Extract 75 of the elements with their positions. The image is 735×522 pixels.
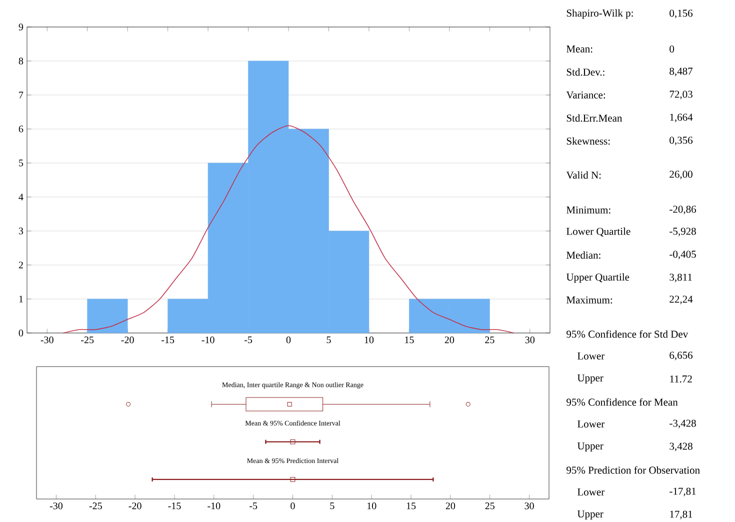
text: 3,811 bbox=[670, 274, 692, 282]
text: 17,81 bbox=[670, 510, 692, 520]
x-tick-label: -5 bbox=[250, 502, 258, 510]
x-tick-label: 5 bbox=[326, 336, 331, 344]
x-tick-label: -20 bbox=[121, 336, 134, 344]
text: Variance: bbox=[566, 91, 606, 99]
text: Std.Dev.: bbox=[566, 68, 604, 76]
text: Skewness: bbox=[566, 137, 610, 145]
text: 0,156 bbox=[670, 10, 693, 18]
x-tick-label: -25 bbox=[89, 502, 102, 510]
y-tick-label: 7 bbox=[19, 92, 24, 98]
x-tick-label: -10 bbox=[202, 336, 214, 344]
line-series bbox=[62, 125, 514, 334]
x-tick-label: 10 bbox=[364, 336, 374, 344]
x-tick-label: -5 bbox=[244, 336, 252, 344]
text: Std.Err.Mean bbox=[566, 114, 622, 122]
text: Shapiro-Wilk p: bbox=[566, 9, 633, 19]
text: Maximum: bbox=[566, 296, 612, 304]
x-tick-label: -25 bbox=[81, 336, 94, 344]
x-tick-label: 20 bbox=[444, 336, 454, 344]
x-tick-label: -15 bbox=[168, 502, 181, 510]
x-tick-label: -30 bbox=[40, 336, 54, 344]
text: -0,405 bbox=[670, 250, 696, 260]
y-tick-label: 9 bbox=[18, 24, 24, 30]
x-tick-label: 0 bbox=[286, 336, 291, 344]
x-tick-label: -20 bbox=[128, 502, 142, 510]
text: Lower bbox=[578, 488, 605, 496]
text: 1,664 bbox=[670, 114, 693, 122]
text: Mean: bbox=[566, 45, 592, 52]
y-tick-label: 8 bbox=[18, 58, 24, 64]
text: Valid N: bbox=[566, 171, 601, 179]
text: -5,928 bbox=[670, 228, 696, 236]
text: -20,86 bbox=[670, 206, 696, 214]
y-tick-label: 2 bbox=[18, 262, 23, 268]
x-tick-label: 25 bbox=[485, 502, 494, 510]
text: 0,356 bbox=[670, 136, 693, 146]
text: Minimum: bbox=[566, 206, 610, 214]
text: Upper bbox=[577, 442, 604, 452]
x-tick-label: 30 bbox=[525, 336, 535, 344]
text: Upper bbox=[577, 374, 604, 384]
text: -3,428 bbox=[670, 420, 696, 428]
x-tick-label: 30 bbox=[524, 502, 534, 510]
text: Upper Quartile bbox=[566, 273, 630, 283]
text: 72,03 bbox=[670, 90, 692, 100]
text: Median: bbox=[566, 251, 600, 259]
y-tick-label: 5 bbox=[19, 160, 24, 166]
text: 8,487 bbox=[670, 68, 693, 76]
x-tick-label: 25 bbox=[485, 336, 494, 344]
text: 22,24 bbox=[670, 296, 693, 304]
text: Lower Quartile bbox=[566, 228, 630, 236]
text: 6,656 bbox=[670, 352, 693, 360]
x-tick-label: -15 bbox=[162, 336, 174, 344]
y-tick-label: 6 bbox=[18, 126, 24, 132]
text: 3,428 bbox=[670, 442, 692, 452]
text: 26,00 bbox=[670, 170, 692, 180]
x-tick-label: 10 bbox=[367, 502, 376, 510]
text: -17,81 bbox=[670, 488, 696, 496]
x-tick-label: 15 bbox=[406, 502, 416, 510]
y-tick-label: 4 bbox=[18, 194, 24, 200]
text: 0 bbox=[670, 45, 674, 53]
text: Lower bbox=[578, 352, 605, 360]
x-tick-label: 20 bbox=[446, 502, 456, 510]
text: 95% Confidence for Mean bbox=[566, 398, 678, 406]
text: Upper bbox=[577, 510, 604, 520]
text: 11.72 bbox=[670, 375, 692, 383]
y-tick-label: 1 bbox=[19, 296, 23, 302]
text: 95% Confidence for Std Dev bbox=[566, 330, 688, 338]
text: Lower bbox=[578, 420, 605, 428]
y-tick-label: 0 bbox=[18, 330, 24, 336]
text: 95% Prediction for Observation bbox=[566, 466, 700, 474]
y-tick-label: 3 bbox=[18, 228, 24, 234]
x-tick-label: 15 bbox=[405, 336, 414, 344]
x-tick-label: -30 bbox=[50, 502, 63, 510]
x-tick-label: -10 bbox=[208, 502, 220, 510]
x-tick-label: 5 bbox=[330, 502, 334, 510]
